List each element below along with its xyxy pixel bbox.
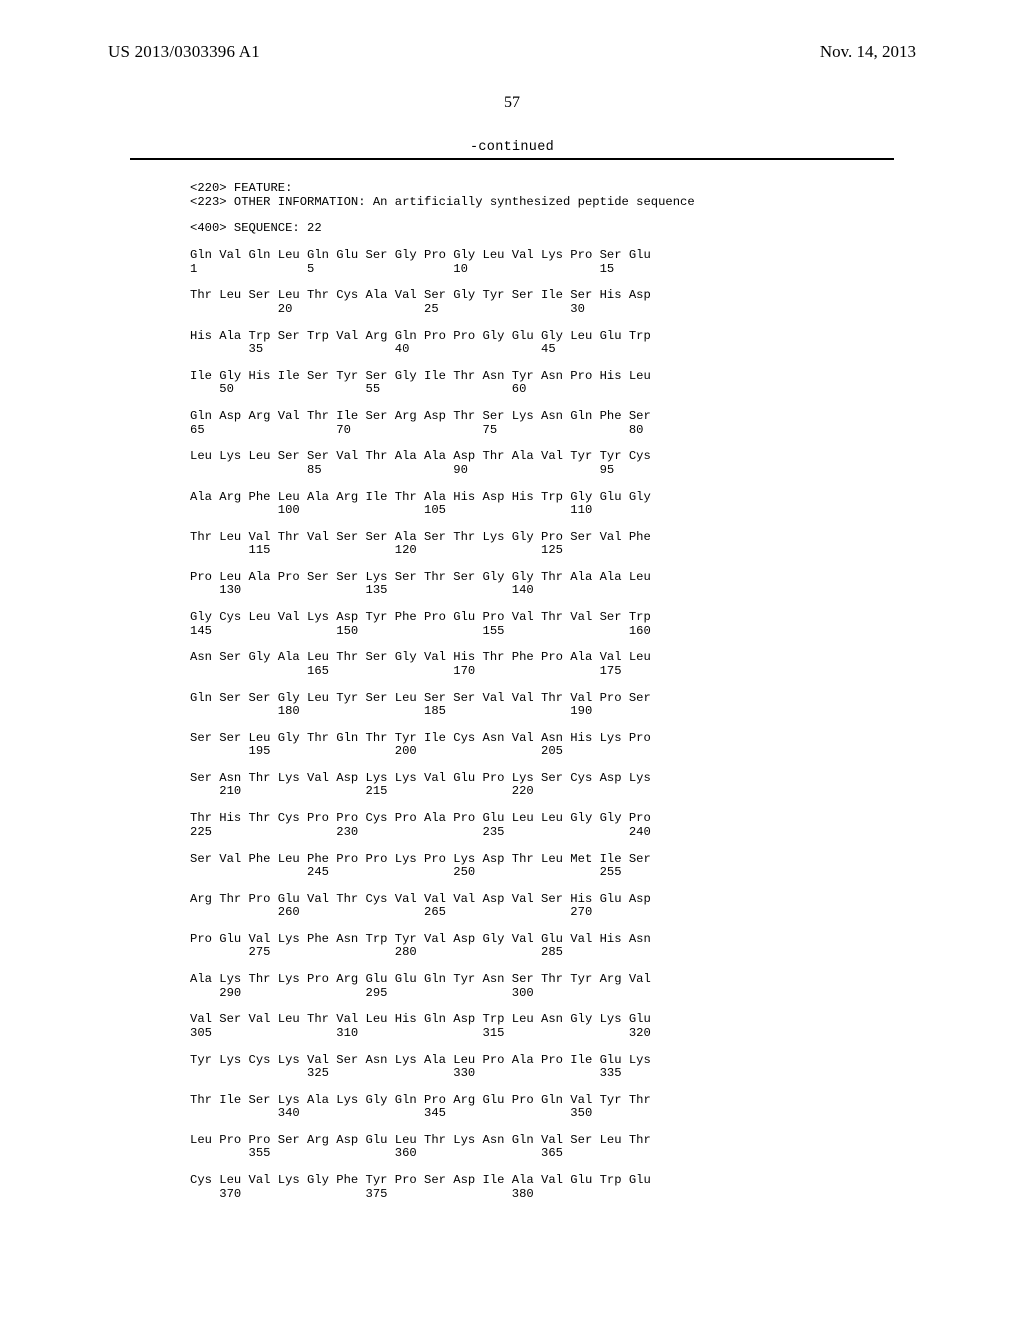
- page-number: 57: [0, 94, 1024, 112]
- page: US 2013/0303396 A1 Nov. 14, 2013 57 -con…: [0, 0, 1024, 1320]
- sequence-listing: <220> FEATURE: <223> OTHER INFORMATION: …: [190, 182, 695, 1201]
- horizontal-rule: [130, 158, 894, 160]
- publication-number: US 2013/0303396 A1: [108, 42, 260, 62]
- continued-label: -continued: [0, 140, 1024, 155]
- publication-date: Nov. 14, 2013: [820, 42, 916, 62]
